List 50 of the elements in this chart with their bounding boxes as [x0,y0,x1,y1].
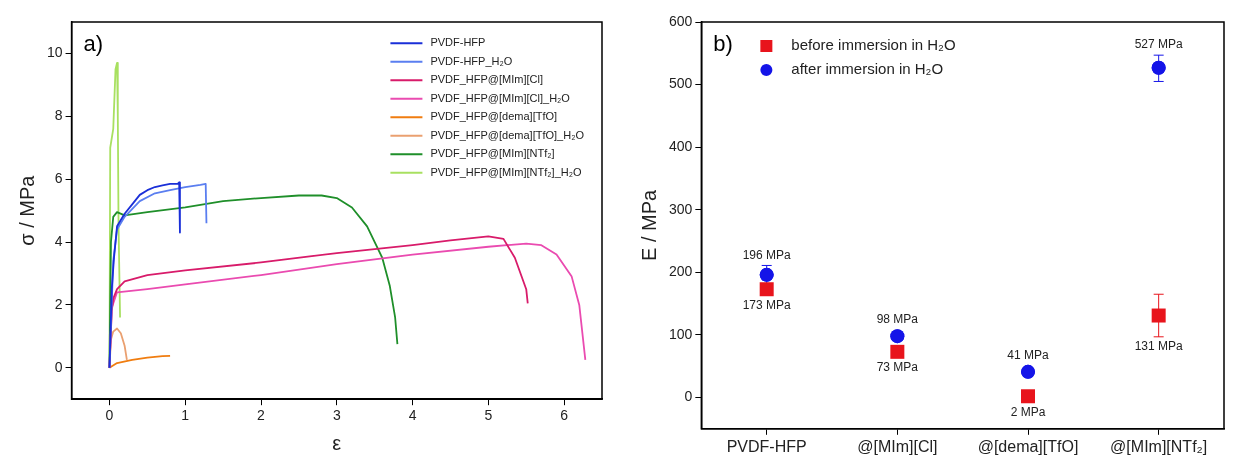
legend-label: PVDF_HFP@[MIm][Cl] [430,73,544,86]
annotation: b) [713,31,733,57]
y-tick-label: 8 [54,107,63,124]
legend-label: PVDF_HFP@[MIm][NTf₂] [430,147,555,160]
y-tick-label: 0 [684,388,693,405]
legend-label: PVDF-HFP_H₂O [430,54,513,67]
x-tick-label: 1 [181,407,190,424]
x-tick-label: 2 [257,407,266,424]
data-label: 98 MPa [876,312,919,327]
y-tick-label: 100 [669,325,693,342]
y-tick-label: 2 [54,295,63,312]
y-tick-label: 10 [46,44,63,61]
x-axis-title: ε [332,431,342,454]
x-tick-label: 3 [332,407,341,424]
point [890,329,905,344]
point [1021,364,1036,379]
x-tick-label: PVDF-HFP [726,437,807,455]
legend-label: before immersion in H₂O [791,36,956,54]
x-tick-label: 5 [484,407,493,424]
data-label: 196 MPa [742,247,792,262]
legend-label: PVDF_HFP@[MIm][NTf₂]_H₂O [430,165,582,178]
legend-label: PVDF_HFP@[dema][TfO] [430,110,558,123]
y-tick-label: 4 [54,232,63,249]
x-tick-label: @[MIm][Cl] [857,437,938,455]
y-tick-label: 600 [669,12,693,29]
data-label: 73 MPa [876,360,919,375]
data-label: 131 MPa [1134,339,1184,354]
data-label: 527 MPa [1134,37,1184,52]
data-label: 2 MPa [1010,404,1046,419]
legend-label: PVDF-HFP [430,36,486,49]
y-tick-label: 6 [54,170,63,187]
y-tick-label: 500 [669,75,693,92]
data-label: 173 MPa [742,297,792,312]
x-tick-label: 0 [105,407,114,424]
x-tick-label: @[MIm][NTf₂] [1110,437,1208,455]
y-tick-label: 0 [54,358,63,375]
y-tick-label: 300 [669,200,693,217]
x-tick-label: @[dema][TfO] [977,437,1079,455]
data-label: 41 MPa [1007,348,1050,363]
x-tick-label: 6 [560,407,569,424]
x-tick-label: 4 [408,407,417,424]
annotation: a) [83,31,104,57]
legend-label: after immersion in H₂O [791,60,944,78]
y-tick-label: 400 [669,138,693,155]
y-tick-label: 200 [669,263,693,280]
legend-label: PVDF_HFP@[dema][TfO]_H₂O [430,128,585,141]
y-axis-title: E / MPa [637,188,660,261]
legend-label: PVDF_HFP@[MIm][Cl]_H₂O [430,91,571,104]
y-axis-title: σ / MPa [15,174,38,246]
point [1151,60,1166,75]
